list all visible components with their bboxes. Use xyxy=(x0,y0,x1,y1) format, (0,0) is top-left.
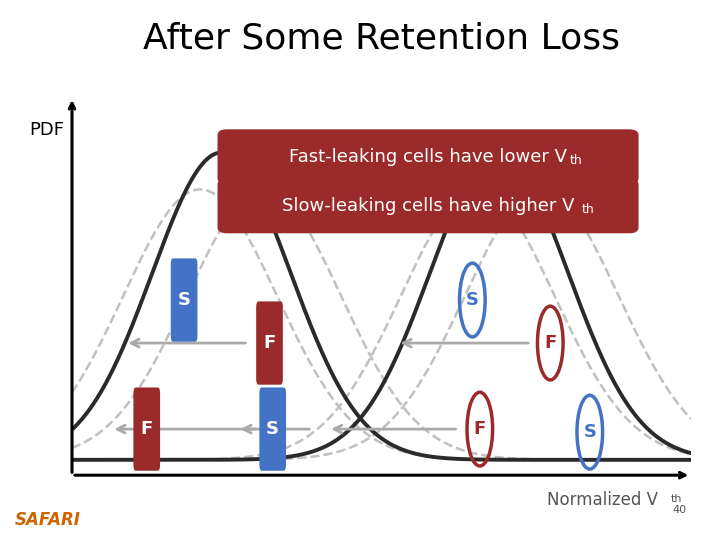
Text: PDF: PDF xyxy=(29,120,64,139)
Text: F: F xyxy=(474,420,486,438)
Text: Normalized V: Normalized V xyxy=(547,491,658,509)
Text: F: F xyxy=(264,334,276,352)
FancyBboxPatch shape xyxy=(256,301,283,384)
Text: S: S xyxy=(266,420,279,438)
Text: After Some Retention Loss: After Some Retention Loss xyxy=(143,22,620,56)
Text: Slow-leaking cells have higher V: Slow-leaking cells have higher V xyxy=(282,197,575,215)
Text: S: S xyxy=(583,423,596,441)
Text: F: F xyxy=(544,334,557,352)
FancyBboxPatch shape xyxy=(133,388,160,471)
Text: SAFARI: SAFARI xyxy=(14,511,80,529)
Text: S: S xyxy=(466,291,479,309)
FancyBboxPatch shape xyxy=(217,130,639,184)
FancyBboxPatch shape xyxy=(217,178,639,233)
Text: F: F xyxy=(140,420,153,438)
FancyBboxPatch shape xyxy=(171,258,197,342)
FancyBboxPatch shape xyxy=(259,388,286,471)
Text: th: th xyxy=(570,154,582,167)
Text: 40: 40 xyxy=(672,505,687,515)
Text: S: S xyxy=(178,291,191,309)
Text: Fast-leaking cells have lower V: Fast-leaking cells have lower V xyxy=(289,147,567,166)
Text: th: th xyxy=(582,204,594,217)
Text: th: th xyxy=(671,494,683,504)
